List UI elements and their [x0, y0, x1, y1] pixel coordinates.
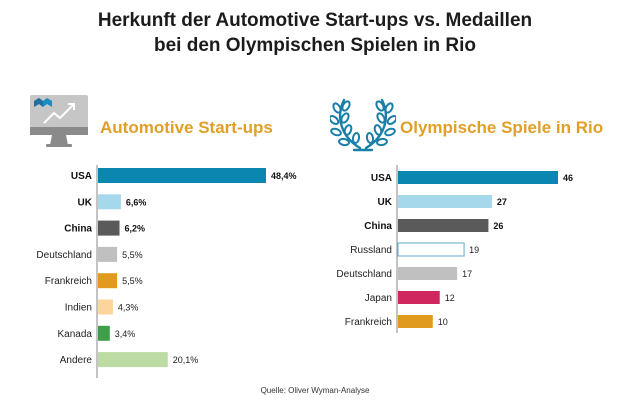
olympics-bar-china	[398, 219, 489, 232]
monitor-trend-icon	[30, 95, 88, 147]
startups-category-label-kanada: Kanada	[58, 329, 93, 340]
startups-value-label-deutschland: 5,5%	[122, 250, 143, 260]
olympics-category-label-russland: Russland	[350, 245, 392, 256]
olympics-value-label-russland: 19	[469, 245, 479, 255]
olympics-value-label-japan: 12	[445, 293, 455, 303]
startups-category-label-frankreich: Frankreich	[45, 276, 92, 287]
startups-value-label-indien: 4,3%	[118, 303, 139, 313]
olympics-category-label-usa: USA	[371, 173, 392, 184]
startups-category-label-china: China	[64, 224, 92, 235]
startups-bar-frankreich	[98, 273, 118, 289]
olympics-bar-frankreich	[398, 315, 433, 328]
section-heading-startups: Automotive Start-ups	[100, 118, 273, 137]
olympics-bar-russland	[397, 242, 465, 257]
olympics-value-label-frankreich: 10	[438, 317, 448, 327]
olympics-bar-japan	[398, 291, 440, 304]
startups-value-label-frankreich: 5,5%	[122, 276, 143, 286]
startups-value-label-usa: 48,4%	[271, 171, 297, 181]
startups-category-label-uk: UK	[78, 197, 93, 208]
startups-value-label-china: 6,2%	[125, 224, 146, 234]
section-heading-olympics: Olympische Spiele in Rio	[400, 118, 604, 137]
startups-bar-uk	[98, 194, 121, 210]
olympics-value-label-deutschland: 17	[462, 269, 472, 279]
olympics-value-label-china: 26	[493, 221, 503, 231]
olympics-category-label-frankreich: Frankreich	[345, 317, 392, 328]
source-note: Quelle: Oliver Wyman-Analyse	[260, 386, 370, 395]
olympics-category-label-china: China	[364, 221, 392, 232]
startups-category-label-andere: Andere	[60, 355, 93, 366]
chart-title-line-2: bei den Olympischen Spielen in Rio	[153, 35, 476, 56]
olympics-bar-usa	[398, 171, 558, 184]
olympics-category-label-uk: UK	[378, 197, 393, 208]
startups-category-label-deutschland: Deutschland	[36, 250, 92, 261]
olympics-value-label-usa: 46	[563, 173, 573, 183]
startups-bar-indien	[98, 299, 113, 315]
startups-bar-china	[98, 220, 120, 236]
startups-value-label-uk: 6,6%	[126, 197, 147, 207]
startups-bar-andere	[98, 352, 168, 368]
olympics-bar-uk	[398, 195, 492, 208]
olympics-value-label-uk: 27	[497, 197, 507, 207]
startups-bar-usa	[98, 168, 266, 183]
olympics-category-label-japan: Japan	[365, 293, 392, 304]
olympics-category-label-deutschland: Deutschland	[336, 269, 392, 280]
startups-value-label-andere: 20,1%	[173, 355, 199, 365]
startups-category-label-indien: Indien	[65, 303, 92, 314]
startups-value-label-kanada: 3,4%	[115, 329, 136, 339]
olympics-bar-deutschland	[398, 267, 458, 280]
laurel-wreath-icon	[330, 98, 396, 152]
startups-bar-deutschland	[98, 246, 118, 262]
chart-title-line-1: Herkunft der Automotive Start-ups vs. Me…	[97, 10, 533, 31]
chart-title: Herkunft der Automotive Start-ups vs. Me…	[0, 8, 630, 58]
startups-category-label-usa: USA	[71, 171, 92, 182]
startups-bar-kanada	[98, 325, 110, 341]
